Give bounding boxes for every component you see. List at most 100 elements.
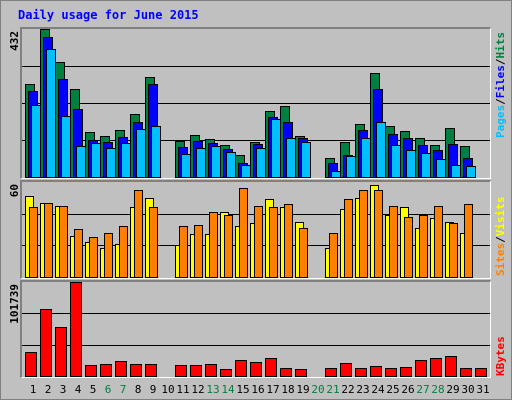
pages-bar — [91, 143, 101, 178]
x-tick-label: 12 — [191, 383, 204, 396]
x-tick-label: 1 — [30, 383, 37, 396]
kbytes-bar — [415, 360, 427, 377]
kbytes-bar — [445, 356, 457, 377]
legends: Pages/Files/Hits Sites/Visits KBytes — [494, 32, 507, 376]
pages-bar — [331, 171, 341, 178]
pages-bar — [226, 152, 236, 178]
x-tick-label: 11 — [176, 383, 189, 396]
pages-bar — [421, 153, 431, 178]
x-tick-label: 31 — [476, 383, 489, 396]
x-tick-label: 4 — [75, 383, 82, 396]
pages-bar — [31, 105, 41, 178]
kbytes-bar — [250, 362, 262, 377]
sites-bar — [104, 233, 113, 278]
pages-bar — [256, 148, 266, 178]
sites-bar — [374, 190, 383, 278]
sites-bar — [134, 190, 143, 278]
sites-bar — [224, 215, 233, 278]
kbytes-bar — [25, 352, 37, 377]
pages-bar — [286, 138, 296, 178]
sites-bar — [59, 206, 68, 278]
requests-legend: Pages/Files/Hits — [494, 32, 507, 138]
pages-bar — [301, 142, 311, 178]
y-max-label: 432 — [8, 31, 21, 51]
x-tick-label: 13 — [206, 383, 219, 396]
sites-bar — [389, 206, 398, 278]
sites-bar — [74, 229, 83, 278]
x-tick-label: 9 — [150, 383, 157, 396]
x-tick-label: 18 — [281, 383, 294, 396]
x-tick-label: 21 — [326, 383, 339, 396]
sites-bar — [179, 226, 188, 278]
legend-files: Files — [494, 65, 507, 98]
legend-separator: / — [494, 58, 507, 65]
kbytes-bar — [220, 369, 232, 377]
pages-bar — [346, 156, 356, 178]
sites-bar — [404, 217, 413, 278]
kbytes-panel — [20, 280, 491, 378]
sites-bar — [359, 190, 368, 278]
chart-title: Daily usage for June 2015 — [18, 8, 199, 22]
y-max-label: 60 — [8, 184, 21, 197]
x-tick-label: 17 — [266, 383, 279, 396]
kbytes-bar — [355, 368, 367, 377]
x-tick-label: 15 — [236, 383, 249, 396]
x-tick-label: 2 — [45, 383, 52, 396]
x-tick-label: 6 — [105, 383, 112, 396]
pages-bar — [466, 166, 476, 178]
pages-bar — [361, 138, 371, 178]
x-tick-label: 28 — [431, 383, 444, 396]
pages-bar — [391, 145, 401, 178]
pages-bar — [106, 148, 116, 178]
pages-bar — [241, 165, 251, 178]
kbytes-bar — [400, 367, 412, 377]
sites-bar — [449, 223, 458, 278]
x-tick-label: 5 — [90, 383, 97, 396]
legend-separator: / — [494, 98, 507, 105]
kbytes-bar — [145, 364, 157, 377]
sites-bar — [44, 203, 53, 278]
sites-bar — [329, 233, 338, 278]
kbytes-bar — [370, 366, 382, 377]
pages-bar — [46, 49, 56, 178]
sites-bar — [299, 228, 308, 278]
kbytes-bar — [340, 363, 352, 377]
y-axis-labels: 432 60 101739 — [8, 31, 21, 324]
kbytes-bar — [130, 364, 142, 377]
sites-bar — [209, 212, 218, 278]
sites-bar — [89, 237, 98, 278]
kbytes-bar — [205, 364, 217, 377]
x-tick-label: 7 — [120, 383, 127, 396]
x-tick-label: 14 — [221, 383, 235, 396]
sites-bar — [434, 206, 443, 278]
x-tick-label: 25 — [386, 383, 399, 396]
pages-bar — [121, 143, 131, 178]
legend-separator: / — [494, 236, 507, 243]
kbytes-bar — [430, 358, 442, 377]
kbytes-bar — [100, 364, 112, 377]
x-tick-label: 8 — [135, 383, 142, 396]
pages-bar — [376, 122, 386, 178]
sites-bar — [239, 188, 248, 278]
pages-bar — [436, 159, 446, 178]
sites-bar — [119, 226, 128, 278]
legend-sites: Sites — [494, 243, 507, 276]
legend-kbytes: KBytes — [494, 336, 507, 376]
pages-bar — [406, 150, 416, 178]
pages-bar — [76, 146, 86, 178]
kbytes-bar — [235, 360, 247, 377]
x-tick-label: 30 — [461, 383, 474, 396]
kbytes-bar — [475, 368, 487, 377]
kbytes-bar — [385, 368, 397, 377]
pages-bar — [151, 126, 161, 178]
kbytes-bar — [115, 361, 127, 377]
x-tick-label: 23 — [356, 383, 369, 396]
x-tick-label: 19 — [296, 383, 309, 396]
x-tick-label: 10 — [161, 383, 174, 396]
bars — [25, 29, 487, 377]
sites-bar — [464, 204, 473, 278]
x-tick-label: 22 — [341, 383, 354, 396]
kbytes-legend: KBytes — [494, 336, 507, 376]
visits-legend: Sites/Visits — [494, 197, 507, 277]
